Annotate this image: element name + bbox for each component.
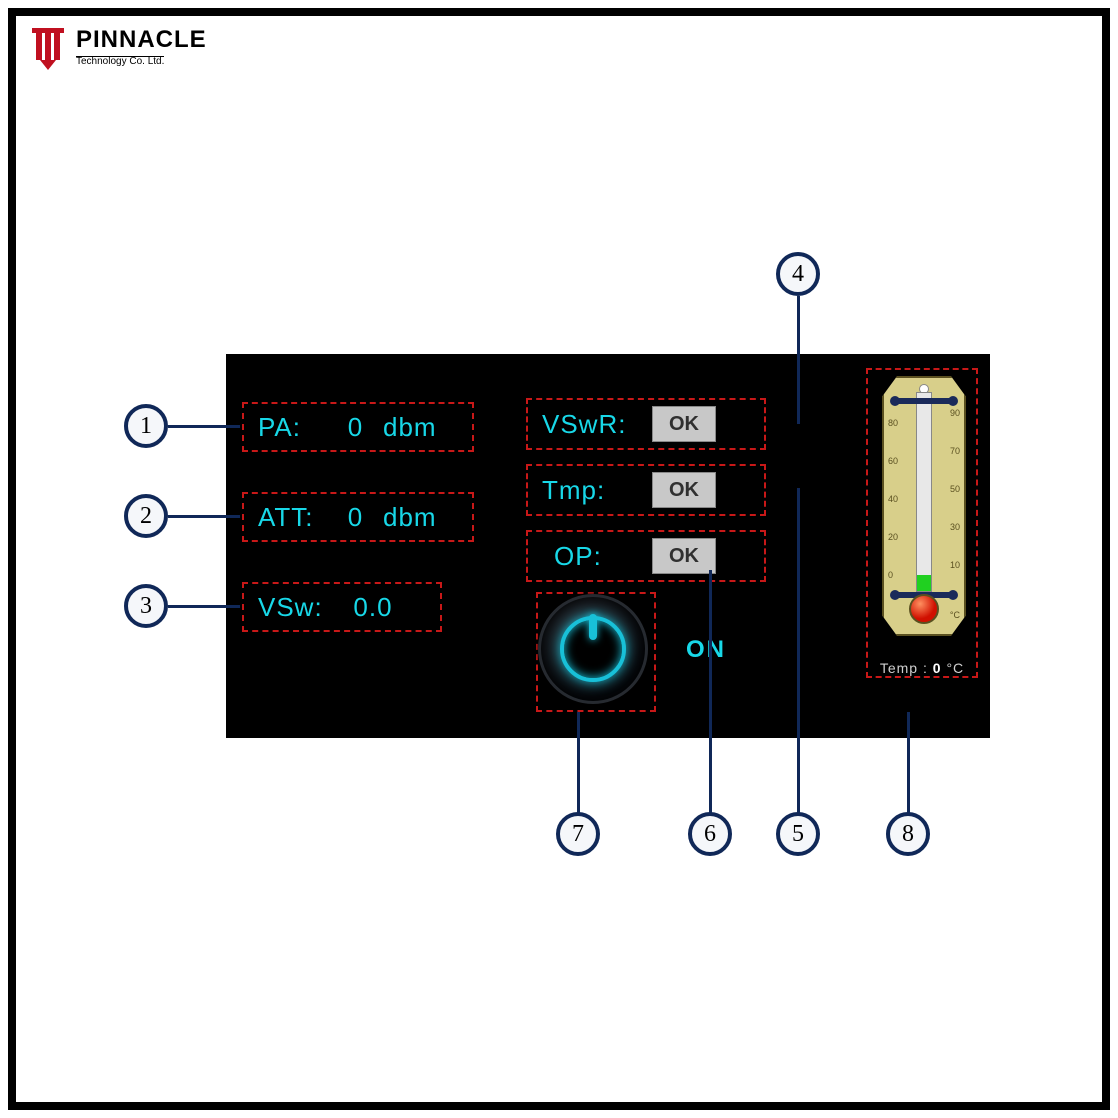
callout-2-lead [168,515,240,518]
temp-unit: °C [946,660,964,676]
op-label: OP: [542,541,652,572]
pa-readout: PA: 0 dbm [242,402,474,452]
callout-1-lead [168,425,240,428]
brand-tagline: Technology Co. Ltd. [76,56,164,67]
tmp-ok-button[interactable]: OK [652,472,716,508]
pa-label: PA: [258,412,328,443]
vswr-status: VSwR: OK [526,398,766,450]
thermo-scale: 40 [888,494,898,504]
callout-8-lead [907,712,910,814]
brand-name: PINNACLE [76,28,207,52]
temp-label-text: Temp : [880,660,928,676]
thermo-scale: 30 [950,522,960,532]
callout-3-lead [168,605,240,608]
callout-5-lead [797,488,800,814]
callout-8: 8 [886,812,930,856]
thermometer-unit: °C [950,610,960,620]
thermometer-fill [917,575,931,591]
document-frame: PINNACLE Technology Co. Ltd. 1 2 3 4 5 6… [8,8,1110,1110]
op-ok-button[interactable]: OK [652,538,716,574]
callout-2: 2 [124,494,168,538]
power-button[interactable] [538,594,648,704]
thermometer-bulb-icon [909,594,939,624]
power-icon [560,616,626,682]
att-unit: dbm [383,502,453,533]
brand-logo: PINNACLE Technology Co. Ltd. [26,26,207,70]
pa-unit: dbm [383,412,453,443]
power-state-label: ON [686,636,726,664]
tmp-label: Tmp: [542,475,652,506]
callout-1: 1 [124,404,168,448]
att-readout: ATT: 0 dbm [242,492,474,542]
callout-4-lead [797,296,800,424]
thermo-scale: 80 [888,418,898,428]
op-status: OP: OK [526,530,766,582]
callout-7-lead [577,712,580,814]
thermo-scale: 10 [950,560,960,570]
att-label: ATT: [258,502,328,533]
callout-4: 4 [776,252,820,296]
temp-value: 0 [933,660,942,676]
brand-logo-icon [26,26,70,70]
thermometer-tube [916,392,932,592]
vswr-ok-button[interactable]: OK [652,406,716,442]
thermo-scale: 90 [950,408,960,418]
vsw-value: 0.0 [338,592,408,623]
callout-5: 5 [776,812,820,856]
power-section [536,592,656,712]
control-panel: PA: 0 dbm ATT: 0 dbm VSw: 0.0 VSwR: OK [226,354,990,738]
vsw-label: VSw: [258,592,338,623]
att-value: 0 [328,502,383,533]
temperature-readout: Temp : 0 °C [868,660,976,676]
thermo-scale: 50 [950,484,960,494]
callout-6: 6 [688,812,732,856]
vswr-label: VSwR: [542,409,652,440]
thermo-scale: 60 [888,456,898,466]
thermo-scale: 0 [888,570,893,580]
pa-value: 0 [328,412,383,443]
vsw-readout: VSw: 0.0 [242,582,442,632]
thermo-scale: 70 [950,446,960,456]
callout-7: 7 [556,812,600,856]
tmp-status: Tmp: OK [526,464,766,516]
thermometer: °C 80 60 40 20 0 90 70 50 30 10 Temp : 0… [866,368,978,678]
callout-6-lead [709,570,712,814]
callout-3: 3 [124,584,168,628]
thermo-scale: 20 [888,532,898,542]
thermometer-body: °C 80 60 40 20 0 90 70 50 30 10 [882,376,966,636]
